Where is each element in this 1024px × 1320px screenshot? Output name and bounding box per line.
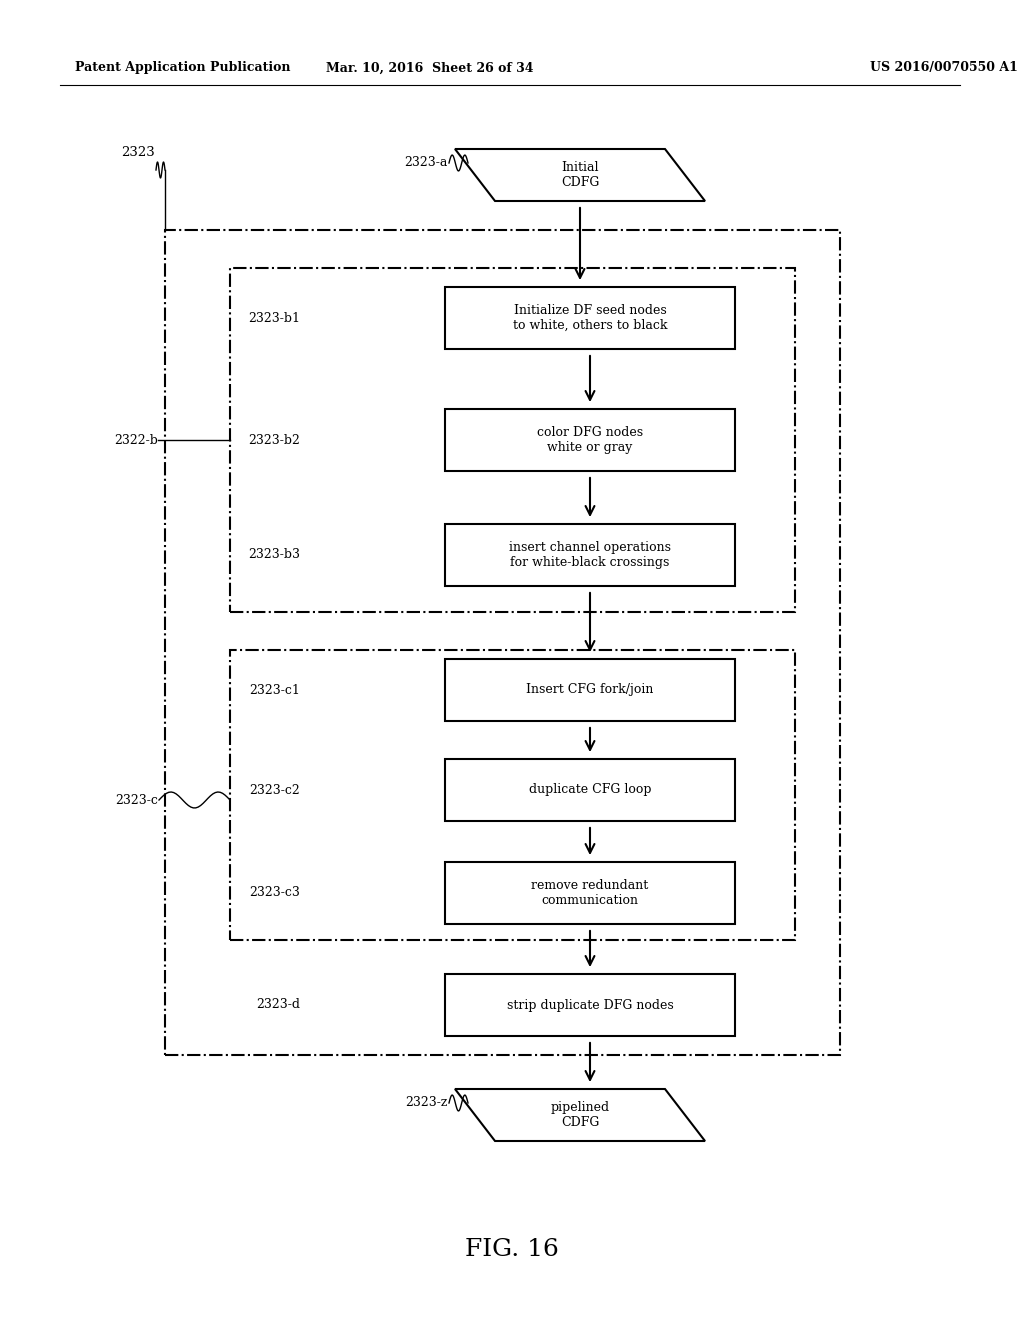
- Bar: [445, 759, 735, 821]
- Bar: [445, 524, 735, 586]
- Text: duplicate CFG loop: duplicate CFG loop: [528, 784, 651, 796]
- Text: 2323-c2: 2323-c2: [249, 784, 300, 796]
- Text: 2323: 2323: [121, 145, 155, 158]
- Text: color DFG nodes
white or gray: color DFG nodes white or gray: [537, 426, 643, 454]
- Text: Patent Application Publication: Patent Application Publication: [75, 62, 291, 74]
- Text: 2323-b3: 2323-b3: [248, 549, 300, 561]
- Text: 2323-b1: 2323-b1: [248, 312, 300, 325]
- Bar: [445, 409, 735, 471]
- Bar: [445, 862, 735, 924]
- Polygon shape: [455, 149, 705, 201]
- Text: Initialize DF seed nodes
to white, others to black: Initialize DF seed nodes to white, other…: [513, 304, 668, 333]
- Text: 2323-c: 2323-c: [115, 793, 158, 807]
- Text: 2323-c1: 2323-c1: [249, 684, 300, 697]
- Polygon shape: [455, 1089, 705, 1140]
- Bar: [230, 649, 795, 940]
- Text: FIG. 16: FIG. 16: [465, 1238, 559, 1262]
- Text: Mar. 10, 2016  Sheet 26 of 34: Mar. 10, 2016 Sheet 26 of 34: [327, 62, 534, 74]
- Text: pipelined
CDFG: pipelined CDFG: [551, 1101, 609, 1129]
- Text: remove redundant
communication: remove redundant communication: [531, 879, 648, 907]
- Bar: [445, 286, 735, 348]
- Bar: [230, 268, 795, 612]
- Text: Insert CFG fork/join: Insert CFG fork/join: [526, 684, 653, 697]
- Bar: [445, 659, 735, 721]
- Text: 2323-d: 2323-d: [256, 998, 300, 1011]
- Text: 2322-b: 2322-b: [114, 433, 158, 446]
- Text: 2323-b2: 2323-b2: [248, 433, 300, 446]
- Text: 2323-c3: 2323-c3: [249, 887, 300, 899]
- Text: 2323-a: 2323-a: [404, 157, 449, 169]
- Text: US 2016/0070550 A1: US 2016/0070550 A1: [870, 62, 1018, 74]
- Text: 2323-z: 2323-z: [406, 1097, 449, 1110]
- Bar: [445, 974, 735, 1036]
- Bar: [165, 230, 840, 1055]
- Text: strip duplicate DFG nodes: strip duplicate DFG nodes: [507, 998, 674, 1011]
- Text: Initial
CDFG: Initial CDFG: [561, 161, 599, 189]
- Text: insert channel operations
for white-black crossings: insert channel operations for white-blac…: [509, 541, 671, 569]
